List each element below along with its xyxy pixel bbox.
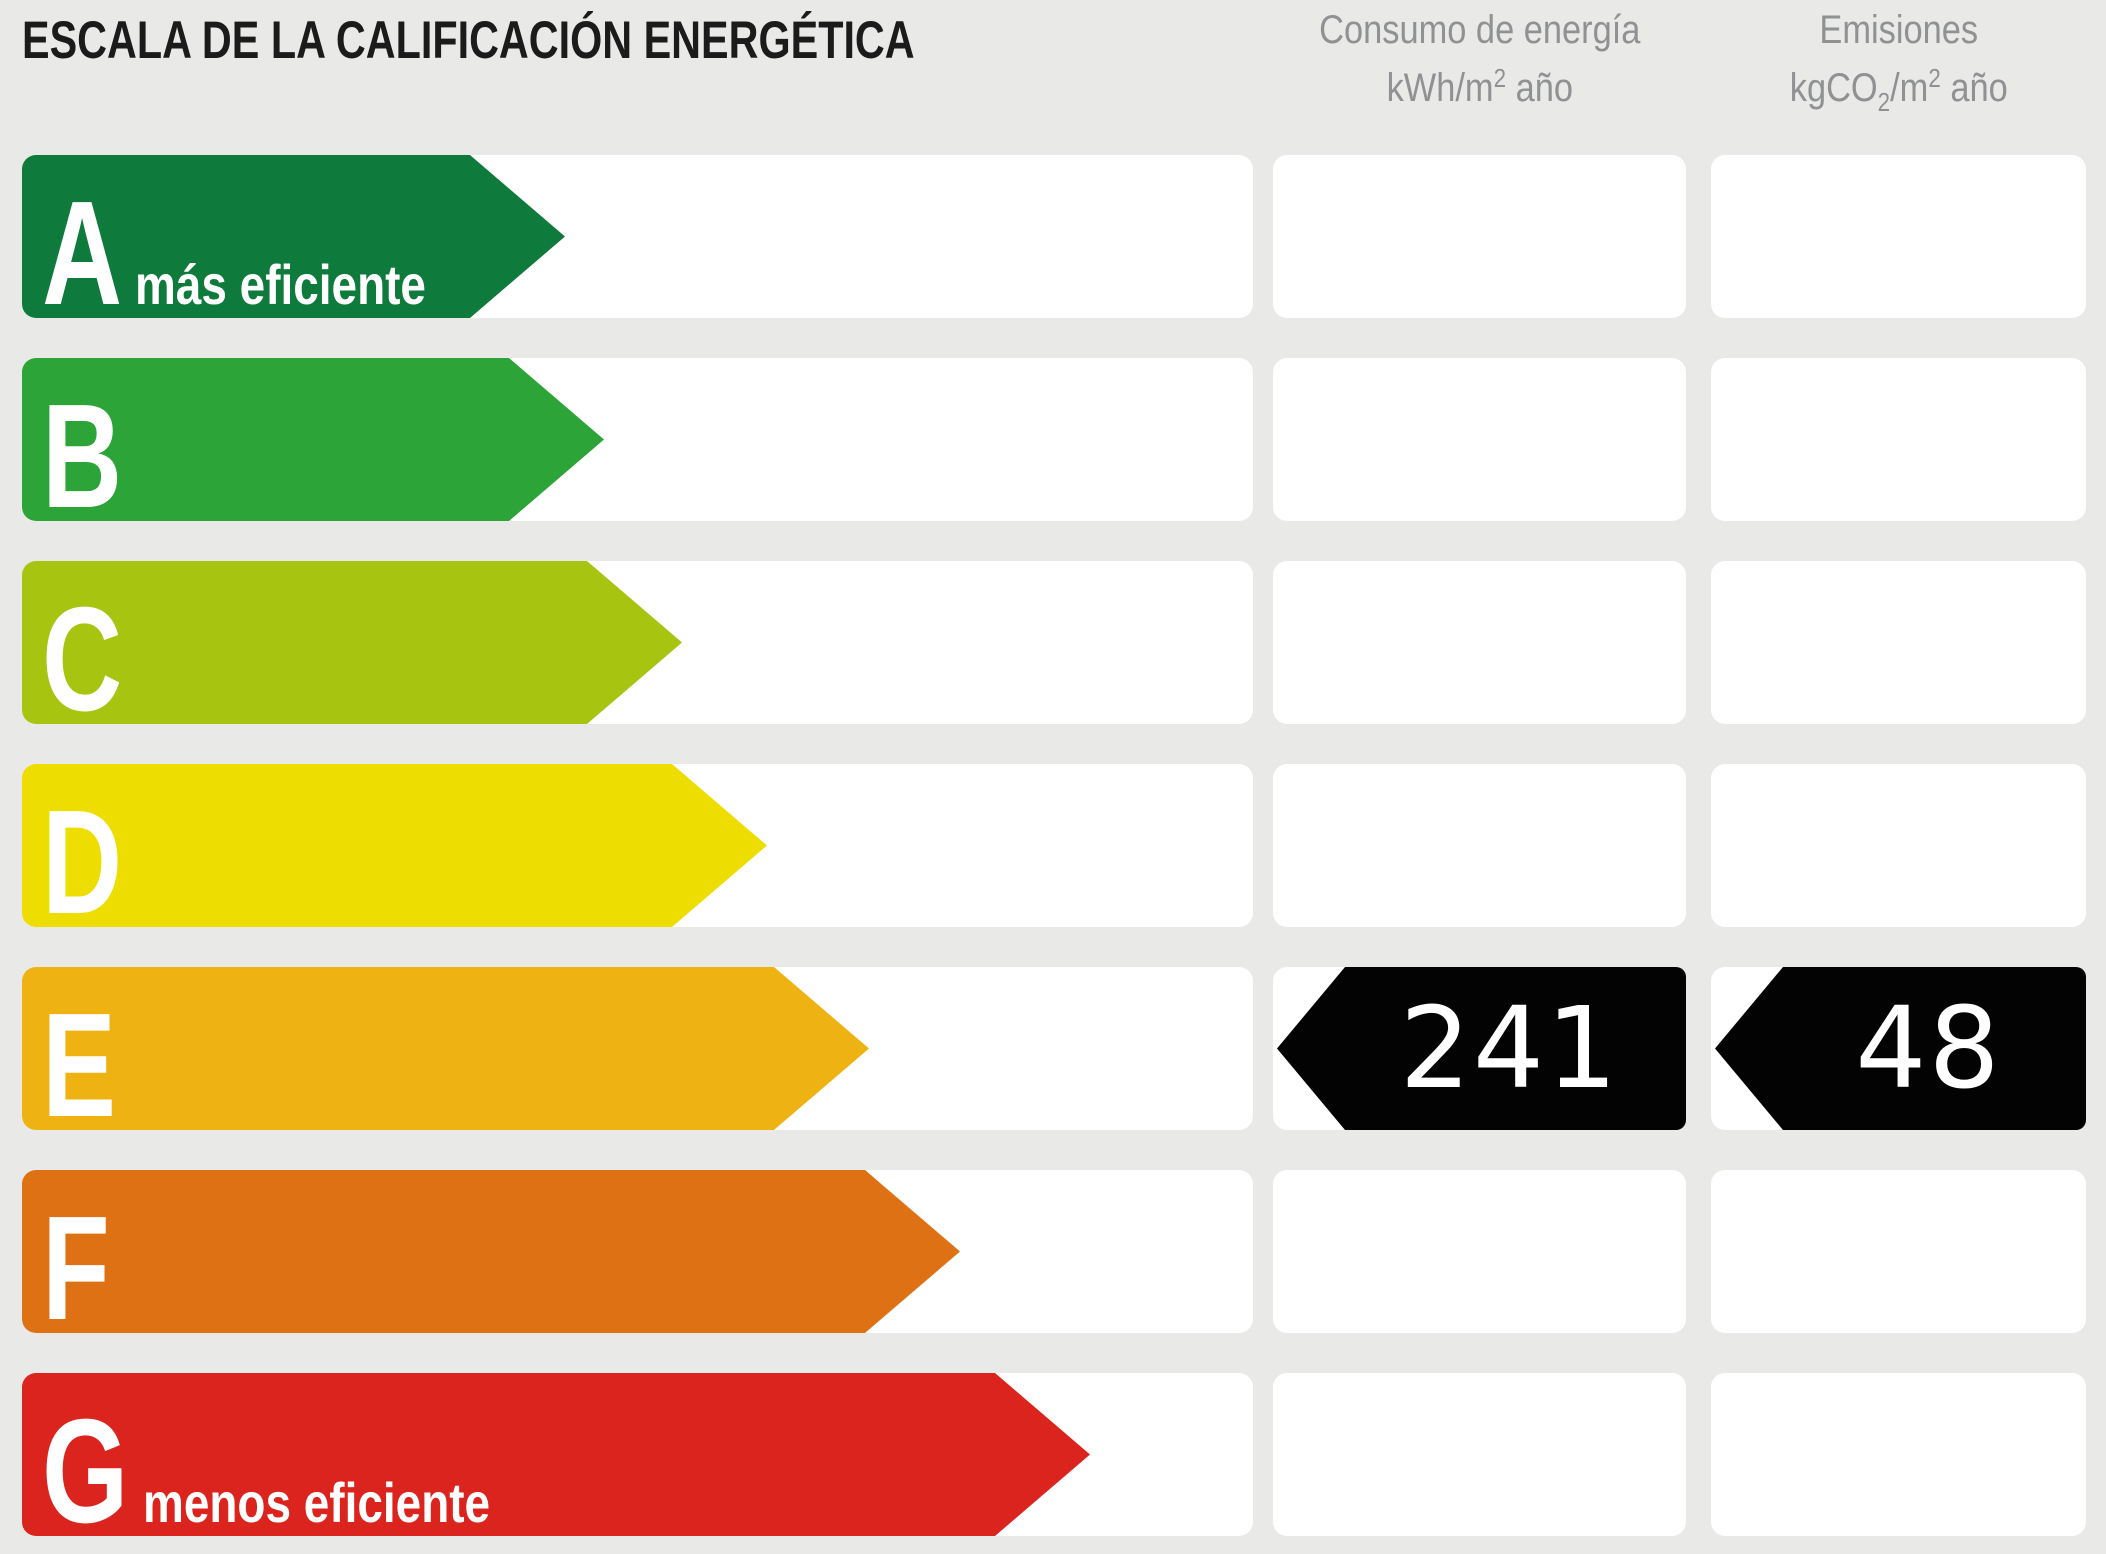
consumo-cell-f — [1273, 1170, 1686, 1333]
rating-label-g: menos eficiente — [143, 1471, 491, 1534]
rating-letter-f: F — [42, 1186, 110, 1351]
rating-row-b-track: B — [22, 358, 1253, 521]
rating-letter-b: B — [42, 374, 123, 539]
rating-bar-f: F — [22, 1170, 960, 1333]
rating-letter-e: E — [42, 983, 117, 1148]
rating-bar-a: A más eficiente — [22, 155, 565, 318]
rating-bar-b: B — [22, 358, 604, 521]
consumo-cell-e: 241 — [1273, 967, 1686, 1130]
rating-bar-d: D — [22, 764, 767, 927]
rating-row-g-track: G menos eficiente — [22, 1373, 1253, 1536]
consumo-cell-g — [1273, 1373, 1686, 1536]
emisiones-cell-g — [1711, 1373, 2086, 1536]
consumo-column-header: Consumo de energía kWh/m2 año — [1273, 0, 1686, 112]
rating-row-e-track: E — [22, 967, 1253, 1130]
consumo-cell-d — [1273, 764, 1686, 927]
emisiones-cell-f — [1711, 1170, 2086, 1333]
consumo-header-line1: Consumo de energía — [1318, 8, 1641, 52]
emisiones-value: 48 — [1855, 983, 2002, 1114]
emisiones-header-line1: Emisiones — [1819, 8, 1978, 52]
rating-letter-d: D — [42, 780, 123, 945]
rating-bar-e: E — [22, 967, 869, 1130]
emisiones-cell-d — [1711, 764, 2086, 927]
emisiones-cell-c — [1711, 561, 2086, 724]
emisiones-cell-b — [1711, 358, 2086, 521]
consumo-cell-c — [1273, 561, 1686, 724]
rating-letter-a: A — [42, 171, 123, 336]
emisiones-column-header: Emisiones kgCO2/m2 año — [1711, 0, 2086, 126]
consumo-header-unit: kWh/m2 año — [1386, 63, 1573, 110]
emisiones-value-arrow: 48 — [1715, 967, 2086, 1130]
rating-row-c-track: C — [22, 561, 1253, 724]
consumo-value: 241 — [1399, 983, 1620, 1114]
consumo-value-arrow: 241 — [1277, 967, 1686, 1130]
rating-row-a-track: A más eficiente — [22, 155, 1253, 318]
consumo-cell-b — [1273, 358, 1686, 521]
rating-label-a: más eficiente — [134, 253, 426, 316]
rating-row-d-track: D — [22, 764, 1253, 927]
rating-bar-c: C — [22, 561, 682, 724]
emisiones-cell-e: 48 — [1711, 967, 2086, 1130]
rating-bar-g: G menos eficiente — [22, 1373, 1090, 1536]
emisiones-header-unit: kgCO2/m2 año — [1789, 63, 2008, 117]
header: ESCALA DE LA CALIFICACIÓN ENERGÉTICA — [22, 0, 1253, 115]
consumo-cell-a — [1273, 155, 1686, 318]
page-title: ESCALA DE LA CALIFICACIÓN ENERGÉTICA — [22, 11, 915, 70]
rating-letter-g: G — [42, 1389, 129, 1554]
rating-letter-c: C — [42, 577, 123, 742]
emisiones-cell-a — [1711, 155, 2086, 318]
rating-row-f-track: F — [22, 1170, 1253, 1333]
